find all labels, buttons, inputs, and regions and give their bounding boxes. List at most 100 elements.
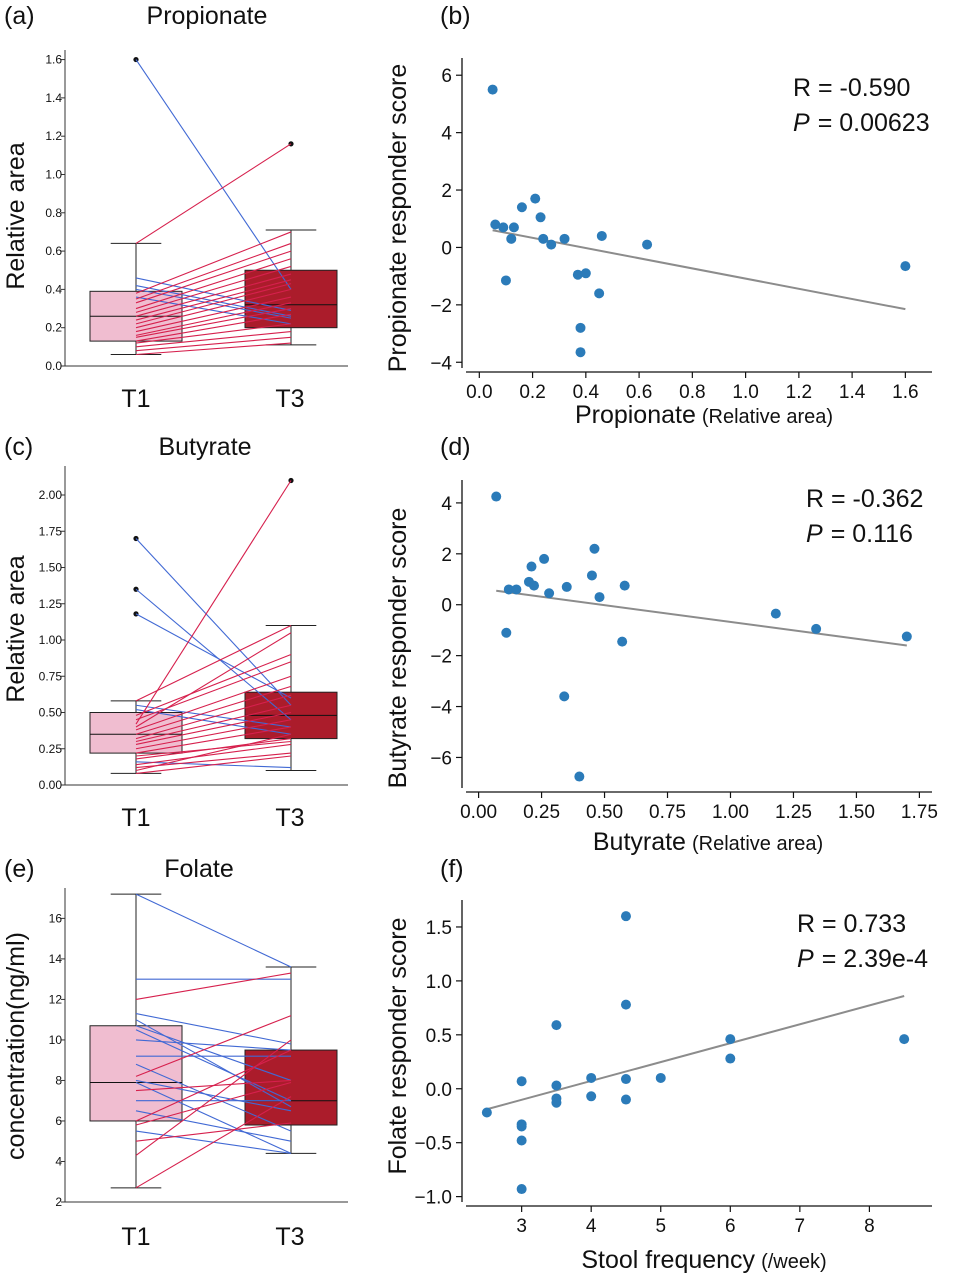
panel-label: (b) (440, 2, 471, 30)
y-tick-label: 1.4 (45, 91, 62, 105)
box-t1 (89, 893, 183, 1189)
y-axis-label: concentration(ng/ml) (2, 932, 30, 1160)
scatter-point (500, 275, 511, 286)
scatter-point (516, 1184, 527, 1195)
scatter-point (539, 553, 550, 564)
paired-line (135, 675, 292, 731)
y-tick-label: 0.25 (39, 742, 63, 756)
scatter-point (490, 219, 501, 230)
x-tick-label: 0.50 (586, 802, 623, 823)
x-axis-label: Butyrate (Relative area) (593, 828, 823, 856)
x-axis-label-unit: (Relative area) (692, 833, 823, 855)
paired-line (135, 738, 292, 760)
y-axis-label: Folate responder score (384, 917, 412, 1174)
x-tick-label: 1.50 (838, 802, 875, 823)
panel-label: (f) (440, 855, 464, 883)
scatter-point (561, 581, 572, 592)
correlation-p: P = 0.116 (806, 520, 913, 548)
scatter-point (619, 580, 630, 591)
y-tick-label: 1.75 (39, 524, 63, 538)
paired-line (135, 342, 292, 356)
scatter-point (574, 771, 585, 782)
y-tick-label: 16 (49, 911, 63, 925)
x-tick-label: 0.0 (466, 382, 492, 403)
paired-line (135, 1079, 292, 1112)
y-tick-label: −6 (430, 748, 452, 769)
correlation-p: P = 2.39e-4 (797, 945, 928, 973)
iqr-box (244, 1049, 338, 1126)
correlation-p: P = 0.00623 (793, 109, 930, 137)
y-tick-label: 0.0 (45, 359, 62, 373)
p-value: = 0.00623 (818, 109, 930, 137)
scatter-point (526, 561, 537, 572)
paired-line (135, 704, 292, 743)
p-symbol: P (793, 109, 810, 137)
paired-line (135, 313, 292, 342)
scatter-point (589, 543, 600, 554)
scatter-point (620, 999, 631, 1010)
panel-b-propionate-scatter: (b) Propionate responder score Propionat… (384, 2, 932, 429)
paired-line (135, 653, 292, 716)
y-tick-label: −2 (430, 647, 452, 668)
y-tick-label: 2 (55, 1195, 62, 1209)
paired-line (135, 1122, 292, 1142)
panel-a-propionate-boxplot: (a) Propionate Relative area T1 T3 0.0 0.… (2, 2, 348, 413)
y-tick-label: 4 (441, 494, 452, 515)
y-tick-label: 1.5 (426, 918, 452, 939)
scatter-point (594, 288, 605, 299)
scatter-point (586, 1091, 597, 1102)
paired-line (135, 1081, 292, 1126)
y-tick-label: −1.0 (414, 1188, 452, 1209)
correlation-r: R = 0.733 (797, 910, 906, 938)
paired-line (135, 538, 292, 706)
x-tick-label: 0.4 (573, 382, 600, 403)
y-tick-label: 12 (49, 992, 63, 1006)
y-axis-label: Butyrate responder score (384, 508, 412, 789)
scatter-point (481, 1107, 492, 1118)
x-tick-label: 6 (725, 1216, 736, 1237)
paired-line (135, 893, 292, 968)
y-tick-label: 2 (441, 181, 452, 202)
paired-line (135, 231, 292, 294)
chart-title: Folate (164, 855, 233, 883)
y-tick-label: 1.0 (426, 972, 452, 993)
regression-line (496, 589, 907, 647)
y-tick-label: 0.5 (426, 1026, 452, 1047)
scatter-point (516, 202, 527, 213)
y-tick-label: 4 (441, 124, 452, 145)
y-tick-label: 0.75 (39, 669, 63, 683)
scatter-point (516, 1121, 527, 1132)
paired-line (135, 1015, 292, 1077)
x-tick-label: 1.0 (732, 382, 758, 403)
scatter-point (620, 911, 631, 922)
scatter-point (511, 584, 522, 595)
x-tick-label: 1.2 (786, 382, 812, 403)
scatter-point (551, 1020, 562, 1031)
x-tick-label: 0.00 (460, 802, 497, 823)
p-symbol: P (806, 520, 823, 548)
x-tick-label: 8 (864, 1216, 875, 1237)
panel-label: (d) (440, 433, 471, 461)
scatter-point (559, 691, 570, 702)
paired-line (135, 143, 292, 244)
y-tick-label: 4 (55, 1154, 62, 1168)
paired-line (135, 726, 292, 754)
x-tick-label-t1: T1 (121, 1223, 150, 1251)
paired-line (135, 1049, 292, 1122)
paired-line (135, 330, 292, 348)
x-tick-label: 0.25 (523, 802, 560, 823)
x-tick-label: 7 (795, 1216, 806, 1237)
x-tick-label: 1.6 (892, 382, 918, 403)
y-tick-label: 1.50 (39, 561, 63, 575)
y-tick-label: 2 (441, 545, 452, 566)
y-tick-label: 6 (441, 66, 452, 87)
paired-line (135, 1013, 292, 1045)
x-tick-label-t3: T3 (275, 1223, 304, 1251)
panel-f-folate-scatter: (f) Folate responder score Stool frequen… (384, 855, 932, 1274)
scatter-point (655, 1072, 666, 1083)
paired-line (135, 625, 292, 702)
y-tick-label: 2.00 (39, 488, 63, 502)
y-axis-label: Propionate responder score (384, 64, 412, 373)
x-axis-label-main: Butyrate (593, 828, 686, 856)
